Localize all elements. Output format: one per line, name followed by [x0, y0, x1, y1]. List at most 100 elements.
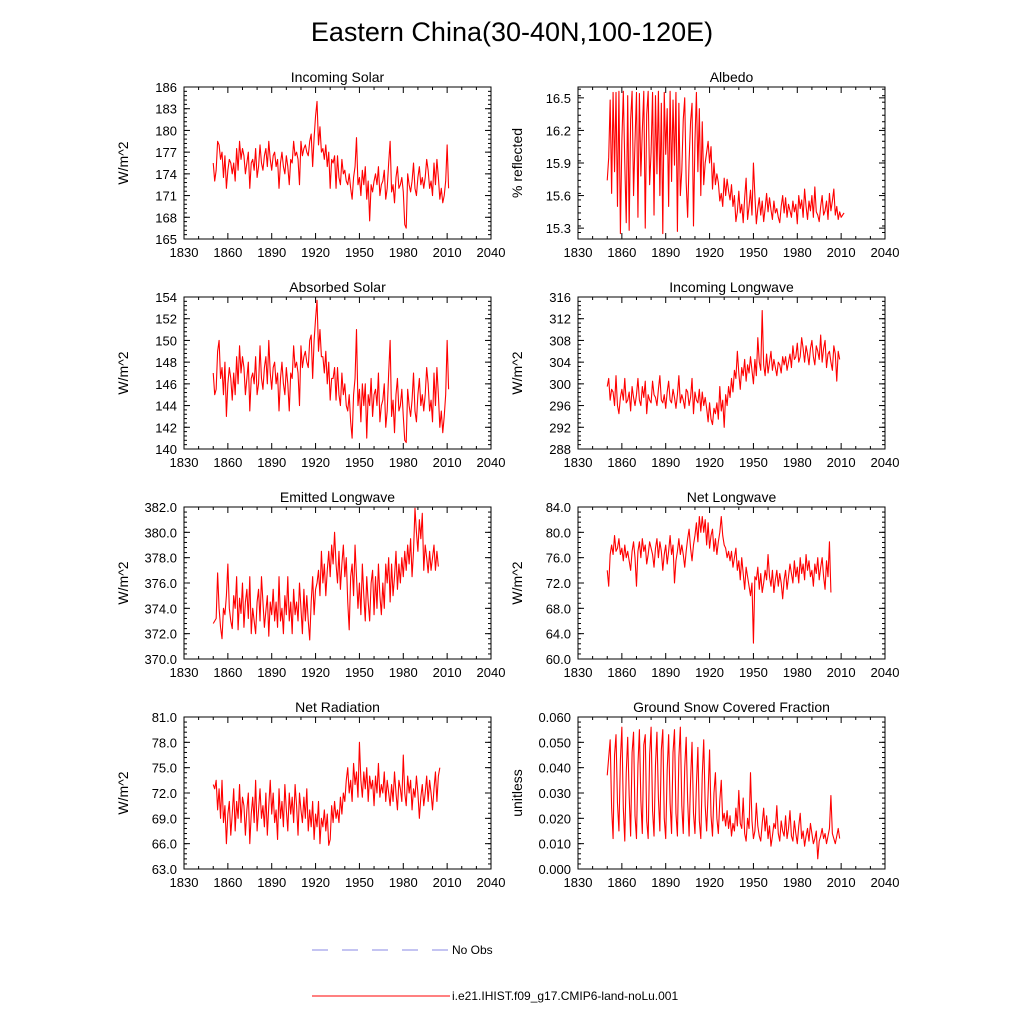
incoming-longwave-plot-frame [577, 296, 886, 450]
albedo-xtick-label: 1830 [564, 245, 593, 260]
incoming-longwave-ylabel: W/m^2 [509, 351, 525, 394]
albedo-ytick-label: 16.2 [546, 123, 571, 138]
net-longwave-ytick-label: 76.0 [546, 551, 571, 566]
net-radiation-xtick-label: 1860 [213, 875, 242, 890]
incoming-longwave-ytick-label: 300 [549, 377, 571, 392]
panel-incoming-solar: Incoming Solar W/m^2 1830 1860 1890 1920 1950 1… [115, 69, 505, 260]
absorbed-solar-xtick-label: 2040 [477, 455, 506, 470]
ground-snow-covered-fraction-xtick-label: 1920 [695, 875, 724, 890]
incoming-solar-xtick-label: 1920 [301, 245, 330, 260]
absorbed-solar-xtick-label: 2010 [433, 455, 462, 470]
emitted-longwave-xtick-label: 1920 [301, 665, 330, 680]
albedo-ytick-label: 15.3 [546, 221, 571, 236]
emitted-longwave-xtick-label: 2010 [433, 665, 462, 680]
albedo-xtick-label: 2040 [871, 245, 900, 260]
incoming-longwave-xtick-label: 1980 [783, 455, 812, 470]
net-radiation-ytick-label: 75.0 [152, 761, 177, 776]
emitted-longwave-xtick-label: 1980 [389, 665, 418, 680]
incoming-longwave-title: Incoming Longwave [669, 279, 794, 295]
emitted-longwave-ytick-label: 370.0 [144, 652, 177, 667]
panels-container: Incoming Solar W/m^2 1830 1860 1890 1920 1950 1… [115, 69, 899, 890]
legend-no-obs-label: No Obs [452, 943, 493, 957]
net-radiation-plot-frame [183, 716, 492, 870]
absorbed-solar-series-line [212, 299, 450, 444]
absorbed-solar-ytick-label: 152 [155, 312, 177, 327]
emitted-longwave-ytick-label: 372.0 [144, 627, 177, 642]
incoming-longwave-xtick-label: 1920 [695, 455, 724, 470]
emitted-longwave-xtick-label: 1830 [170, 665, 199, 680]
incoming-solar-ytick-label: 171 [155, 189, 177, 204]
ground-snow-covered-fraction-ytick-label: 0.010 [538, 837, 571, 852]
emitted-longwave-series-line [212, 507, 439, 641]
panel-albedo: Albedo % reflected 1830 1860 1890 1920 1950 198… [509, 69, 899, 260]
net-radiation-ytick-label: 63.0 [152, 862, 177, 877]
net-radiation-xtick-label: 1980 [389, 875, 418, 890]
net-longwave-ylabel: W/m^2 [509, 561, 525, 604]
albedo-xtick-label: 2010 [827, 245, 856, 260]
absorbed-solar-ytick-label: 140 [155, 442, 177, 457]
absorbed-solar-title: Absorbed Solar [289, 279, 386, 295]
absorbed-solar-xtick-label: 1830 [170, 455, 199, 470]
incoming-longwave-xtick-label: 1950 [739, 455, 768, 470]
net-longwave-xtick-label: 1860 [607, 665, 636, 680]
incoming-solar-xtick-label: 1890 [257, 245, 286, 260]
ground-snow-covered-fraction-xtick-label: 1980 [783, 875, 812, 890]
incoming-longwave-xtick-label: 2040 [871, 455, 900, 470]
net-longwave-xtick-label: 2010 [827, 665, 856, 680]
figure-title: Eastern China(30-40N,100-120E) [311, 17, 713, 47]
absorbed-solar-xtick-label: 1890 [257, 455, 286, 470]
absorbed-solar-xtick-label: 1950 [345, 455, 374, 470]
ground-snow-covered-fraction-ytick-label: 0.050 [538, 735, 571, 750]
albedo-xtick-label: 1980 [783, 245, 812, 260]
net-longwave-xtick-label: 1890 [651, 665, 680, 680]
panel-incoming-longwave: Incoming Longwave W/m^2 1830 1860 1890 1920 19… [509, 279, 899, 470]
net-longwave-ytick-label: 64.0 [546, 627, 571, 642]
albedo-title: Albedo [710, 69, 754, 85]
panel-net-longwave: Net Longwave W/m^2 1830 1860 1890 1920 1950 198… [509, 489, 899, 680]
albedo-xtick-label: 1860 [607, 245, 636, 260]
emitted-longwave-ytick-label: 382.0 [144, 500, 177, 515]
ground-snow-covered-fraction-xtick-label: 1830 [564, 875, 593, 890]
panel-net-radiation: Net Radiation W/m^2 1830 1860 1890 1920 1950 19… [115, 699, 505, 890]
incoming-longwave-ytick-label: 312 [549, 312, 571, 327]
ground-snow-covered-fraction-ytick-label: 0.030 [538, 786, 571, 801]
emitted-longwave-xtick-label: 1950 [345, 665, 374, 680]
albedo-xtick-label: 1920 [695, 245, 724, 260]
net-radiation-ytick-label: 66.0 [152, 837, 177, 852]
emitted-longwave-xtick-label: 2040 [477, 665, 506, 680]
absorbed-solar-ytick-label: 142 [155, 420, 177, 435]
ground-snow-covered-fraction-ytick-label: 0.040 [538, 761, 571, 776]
absorbed-solar-ytick-label: 148 [155, 355, 177, 370]
emitted-longwave-ylabel: W/m^2 [115, 561, 131, 604]
incoming-solar-xtick-label: 1830 [170, 245, 199, 260]
incoming-solar-ytick-label: 174 [155, 167, 177, 182]
albedo-ytick-label: 16.5 [546, 91, 571, 106]
ground-snow-covered-fraction-plot-frame [577, 716, 886, 870]
absorbed-solar-ytick-label: 154 [155, 290, 177, 305]
net-radiation-series-line [212, 741, 441, 846]
incoming-solar-xtick-label: 2040 [477, 245, 506, 260]
emitted-longwave-xtick-label: 1890 [257, 665, 286, 680]
incoming-solar-xtick-label: 1950 [345, 245, 374, 260]
incoming-solar-ylabel: W/m^2 [115, 141, 131, 184]
net-radiation-ylabel: W/m^2 [115, 771, 131, 814]
panel-emitted-longwave: Emitted Longwave W/m^2 1830 1860 1890 1920 195… [115, 489, 505, 680]
incoming-longwave-ytick-label: 292 [549, 420, 571, 435]
incoming-solar-ytick-label: 183 [155, 102, 177, 117]
incoming-solar-series-line [212, 100, 450, 229]
incoming-solar-ytick-label: 165 [155, 232, 177, 247]
emitted-longwave-ytick-label: 376.0 [144, 576, 177, 591]
net-longwave-xtick-label: 2040 [871, 665, 900, 680]
net-radiation-ytick-label: 69.0 [152, 811, 177, 826]
ground-snow-covered-fraction-xtick-label: 1890 [651, 875, 680, 890]
net-longwave-xtick-label: 1920 [695, 665, 724, 680]
incoming-solar-xtick-label: 1980 [389, 245, 418, 260]
panel-absorbed-solar: Absorbed Solar W/m^2 1830 1860 1890 1920 1950 1… [115, 279, 505, 470]
absorbed-solar-ytick-label: 144 [155, 399, 177, 414]
net-radiation-ytick-label: 78.0 [152, 735, 177, 750]
incoming-solar-ytick-label: 186 [155, 80, 177, 95]
net-longwave-ytick-label: 84.0 [546, 500, 571, 515]
emitted-longwave-ytick-label: 380.0 [144, 525, 177, 540]
incoming-solar-ytick-label: 168 [155, 210, 177, 225]
